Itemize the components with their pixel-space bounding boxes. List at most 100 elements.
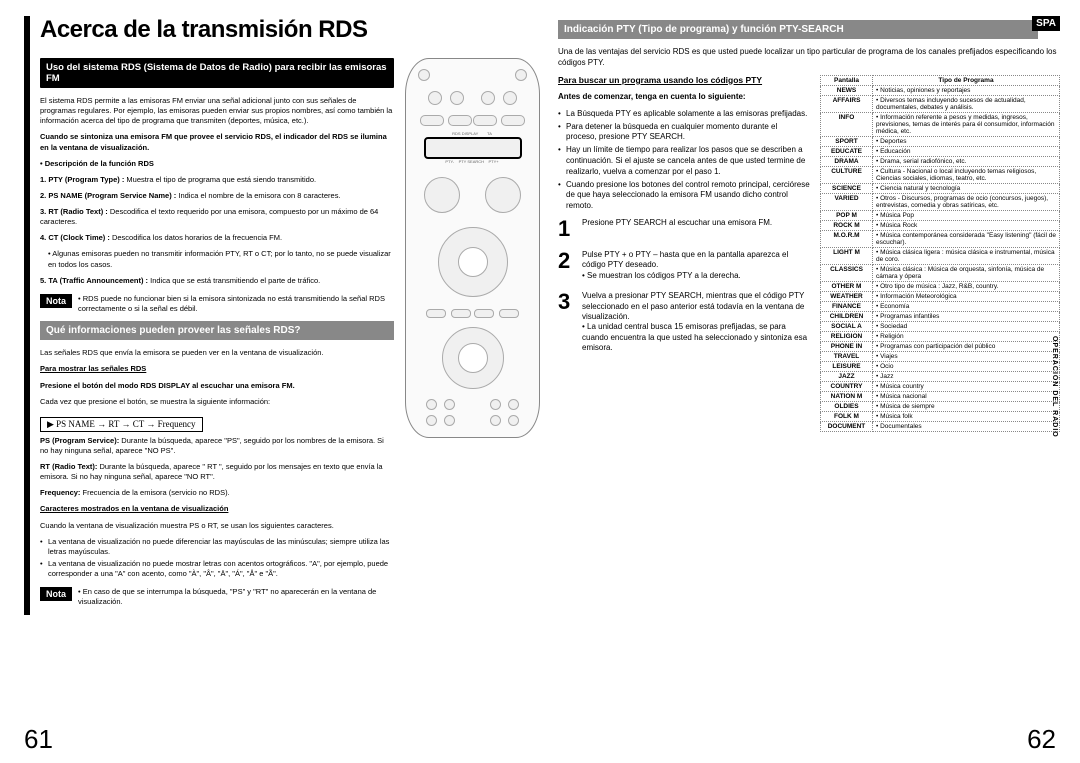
vertical-label: OPERACIÓN DEL RADIO [1051, 336, 1058, 438]
sequence-box: ▶ PS NAME → RT → CT → Frequency [40, 417, 203, 432]
func-2: 2. PS NAME (Program Service Name) : Indi… [40, 191, 394, 201]
pty-desc: • Música de siempre [873, 401, 1060, 411]
char-list: La ventana de visualización no puede dif… [40, 537, 394, 580]
pty-desc: • Diversos temas incluyendo sucesos de a… [873, 95, 1060, 112]
left-page: Acerca de la transmisión RDS Uso del sis… [24, 16, 542, 615]
pty-code: LEISURE [821, 361, 873, 371]
pty-code: LIGHT M [821, 247, 873, 264]
intro-text: El sistema RDS permite a las emisoras FM… [40, 96, 394, 126]
pty-desc: • Música clásica ligera : música clásica… [873, 247, 1060, 264]
step-num-2: 2 [558, 250, 576, 281]
pty-desc: • Religión [873, 331, 1060, 341]
pty-code: VARIED [821, 193, 873, 210]
func-5: 5. TA (Traffic Announcement) : Indica qu… [40, 276, 394, 286]
pty-desc: • Ciencia natural y tecnología [873, 183, 1060, 193]
right-page: SPA Indicación PTY (Tipo de programa) y … [558, 16, 1060, 615]
pty-code: DRAMA [821, 156, 873, 166]
char-label: Caracteres mostrados en la ventana de vi… [40, 504, 394, 514]
p2b-label: Para mostrar las señales RDS [40, 364, 394, 374]
pty-desc: • Ocio [873, 361, 1060, 371]
step-text-1: Presione PTY SEARCH al escuchar una emis… [582, 218, 810, 240]
section-header-right: Indicación PTY (Tipo de programa) y func… [558, 20, 1038, 39]
th-pantalla: Pantalla [821, 75, 873, 85]
pty-code: SOCIAL A [821, 321, 873, 331]
pty-code: FINANCE [821, 301, 873, 311]
page-title: Acerca de la transmisión RDS [40, 16, 542, 44]
pty-code: TRAVEL [821, 351, 873, 361]
pty-code: NEWS [821, 85, 873, 95]
p2b: Presione el botón del modo RDS DISPLAY a… [40, 381, 394, 391]
pty-desc: • Música Rock [873, 220, 1060, 230]
p2a: Las señales RDS que envía la emisora se … [40, 348, 394, 358]
pty-table: PantallaTipo de Programa NEWS• Noticias,… [820, 75, 1060, 432]
right-intro: Una de las ventajas del servicio RDS es … [558, 47, 1060, 69]
pty-desc: • Sociedad [873, 321, 1060, 331]
pty-desc: • Música nacional [873, 391, 1060, 401]
pty-code: SPORT [821, 136, 873, 146]
pty-desc: • Economía [873, 301, 1060, 311]
page-number-right: 62 [1027, 724, 1056, 755]
pty-desc: • Jazz [873, 371, 1060, 381]
pty-code: COUNTRY [821, 381, 873, 391]
pty-desc: • Documentales [873, 421, 1060, 431]
nota-2: Nota • En caso de que se interrumpa la b… [40, 587, 394, 607]
section-header-2: Qué informaciones pueden proveer las señ… [40, 321, 394, 340]
th-tipo: Tipo de Programa [873, 75, 1060, 85]
pty-desc: • Programas con participación del públic… [873, 341, 1060, 351]
pty-code: EDUCATE [821, 146, 873, 156]
nota-1: Nota • RDS puede no funcionar bien si la… [40, 294, 394, 314]
step-2: 2 Pulse PTY + o PTY – hasta que en la pa… [558, 250, 810, 281]
char3: La ventana de visualización no puede mos… [40, 559, 394, 579]
before-list: La Búsqueda PTY es aplicable solamente a… [558, 109, 810, 212]
page-number-left: 61 [24, 724, 53, 755]
pty-desc: • Programas infantiles [873, 311, 1060, 321]
pty-desc: • Noticias, opiniones y reportajes [873, 85, 1060, 95]
right-left-column: Para buscar un programa usando los códig… [558, 75, 810, 432]
pty-code: FOLK M [821, 411, 873, 421]
remote-control-illustration: RDS DISPLAY TA PTY- PTY SEARCH PTY+ [405, 58, 540, 438]
section-header-1: Uso del sistema RDS (Sistema de Datos de… [40, 58, 394, 88]
step-num-1: 1 [558, 218, 576, 240]
pty-code: CHILDREN [821, 311, 873, 321]
pty-code: OLDIES [821, 401, 873, 411]
pty-desc: • Información Meteorológica [873, 291, 1060, 301]
nota-text-2: • En caso de que se interrumpa la búsque… [78, 587, 394, 607]
pty-code: NATION M [821, 391, 873, 401]
step-1: 1 Presione PTY SEARCH al escuchar una em… [558, 218, 810, 240]
language-tag: SPA [1032, 16, 1060, 31]
func-4b: • Algunas emisoras pueden no transmitir … [40, 249, 394, 269]
before-label: Antes de comenzar, tenga en cuenta lo si… [558, 92, 810, 103]
pty-desc: • Otro tipo de música : Jazz, R&B, count… [873, 281, 1060, 291]
left-text-column: Uso del sistema RDS (Sistema de Datos de… [40, 58, 394, 615]
pty-desc: • Música contemporánea considerada "Easy… [873, 230, 1060, 247]
pty-desc: • Música folk [873, 411, 1060, 421]
func-4: 4. CT (Clock Time) : Descodifica los dat… [40, 233, 394, 243]
pty-code: M.O.R.M [821, 230, 873, 247]
pty-code: ROCK M [821, 220, 873, 230]
pty-desc: • Información referente a pesos y medida… [873, 112, 1060, 136]
pty-code: SCIENCE [821, 183, 873, 193]
pty-code: JAZZ [821, 371, 873, 381]
nota-text-1: • RDS puede no funcionar bien si la emis… [78, 294, 394, 314]
pty-desc: • Deportes [873, 136, 1060, 146]
pty-desc: • Música Pop [873, 210, 1060, 220]
pty-code: CULTURE [821, 166, 873, 183]
step-text-2: Pulse PTY + o PTY – hasta que en la pant… [582, 250, 810, 281]
remote-container: RDS DISPLAY TA PTY- PTY SEARCH PTY+ [402, 58, 542, 615]
search-label: Para buscar un programa usando los códig… [558, 75, 810, 86]
pty-code: OTHER M [821, 281, 873, 291]
desc-label: • Descripción de la función RDS [40, 159, 394, 169]
nota-label-2: Nota [40, 587, 72, 601]
p2c: Cada vez que presione el botón, se muest… [40, 397, 394, 407]
b4: Cuando presione los botones del control … [558, 180, 810, 212]
step-text-3: Vuelva a presionar PTY SEARCH, mientras … [582, 291, 810, 353]
pty-code: AFFAIRS [821, 95, 873, 112]
b1: La Búsqueda PTY es aplicable solamente a… [558, 109, 810, 120]
pty-code: INFO [821, 112, 873, 136]
func-3: 3. RT (Radio Text) : Descodifica el text… [40, 207, 394, 227]
func-1: 1. PTY (Program Type) : 1. PTY (Program … [40, 175, 394, 185]
pty-code: WEATHER [821, 291, 873, 301]
pty-desc: • Viajes [873, 351, 1060, 361]
pty-desc: • Drama, serial radiofónico, etc. [873, 156, 1060, 166]
step-3: 3 Vuelva a presionar PTY SEARCH, mientra… [558, 291, 810, 353]
